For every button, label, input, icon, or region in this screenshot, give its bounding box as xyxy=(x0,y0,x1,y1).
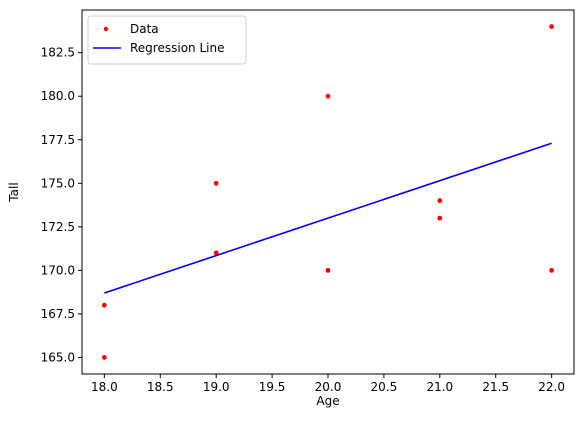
y-axis: 165.0 167.5 170.0 172.5 175.0 177.5 180.0 182.5 xyxy=(41,46,82,364)
x-tick-label: 21.0 xyxy=(426,380,453,394)
y-tick-label: 177.5 xyxy=(41,133,75,147)
regression-series xyxy=(104,142,552,294)
data-point xyxy=(213,180,219,186)
y-tick-label: 167.5 xyxy=(41,307,75,321)
data-series xyxy=(101,24,555,360)
y-axis-label: Tall xyxy=(7,182,21,202)
x-axis-label: Age xyxy=(316,394,339,408)
y-tick-label: 170.0 xyxy=(41,263,75,277)
legend-entry-regression-line: Regression Line xyxy=(130,41,224,55)
x-axis: 18.0 18.5 19.0 19.5 20.0 20.5 21.0 21.5 22.0 xyxy=(91,374,565,394)
x-tick-label: 20.0 xyxy=(315,380,342,394)
x-tick-label: 22.0 xyxy=(538,380,565,394)
data-point xyxy=(437,198,443,204)
y-tick-label: 165.0 xyxy=(41,350,75,364)
data-point xyxy=(101,302,107,308)
legend: Data Regression Line xyxy=(87,15,247,65)
plot-area xyxy=(81,9,575,375)
x-tick-label: 18.5 xyxy=(147,380,174,394)
x-tick-label: 21.5 xyxy=(482,380,509,394)
y-tick-label: 182.5 xyxy=(41,46,75,60)
data-point xyxy=(549,267,555,273)
data-point xyxy=(437,215,443,221)
data-point xyxy=(101,355,107,360)
legend-box xyxy=(87,15,247,65)
x-tick-label: 19.0 xyxy=(203,380,230,394)
y-tick-label: 180.0 xyxy=(41,89,75,103)
data-point xyxy=(213,250,219,256)
y-tick-label: 172.5 xyxy=(41,220,75,234)
data-point xyxy=(549,24,555,29)
x-tick-label: 19.5 xyxy=(259,380,286,394)
data-point xyxy=(325,93,331,99)
y-tick-label: 175.0 xyxy=(41,176,75,190)
regression-line xyxy=(104,142,552,294)
x-tick-label: 18.0 xyxy=(91,380,118,394)
legend-entry-data: Data xyxy=(130,22,159,36)
legend-marker-data xyxy=(103,26,109,32)
data-point xyxy=(325,267,331,273)
x-tick-label: 20.5 xyxy=(371,380,398,394)
